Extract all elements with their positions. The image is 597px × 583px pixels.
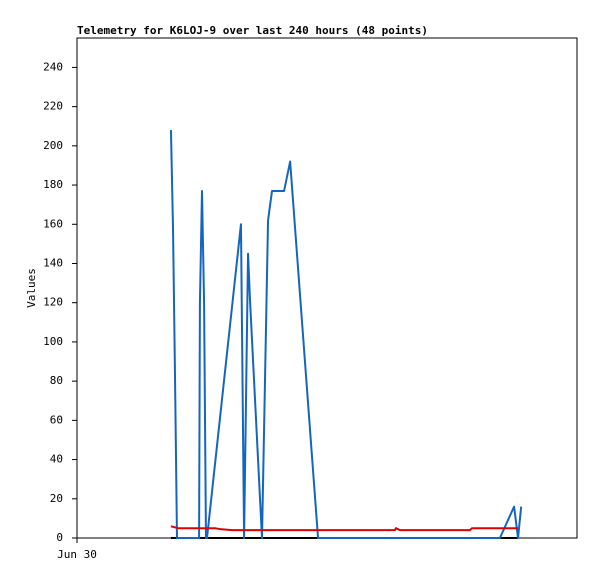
y-tick-label: 0: [56, 531, 63, 544]
y-tick-label: 120: [43, 296, 63, 309]
y-tick-label: 240: [43, 60, 63, 73]
y-tick-label: 60: [50, 413, 63, 426]
y-tick-label: 220: [43, 100, 63, 113]
series-line: [169, 130, 523, 539]
x-tick-label: Jun 30: [57, 548, 97, 561]
y-tick-label: 200: [43, 139, 63, 152]
y-tick-label: 40: [50, 453, 63, 466]
series-line: [170, 525, 519, 532]
plot-frame: [76, 37, 578, 539]
y-tick-label: 180: [43, 178, 63, 191]
y-tick-label: 140: [43, 256, 63, 269]
y-tick-label: 100: [43, 335, 63, 348]
y-tick-label: 80: [50, 374, 63, 387]
y-tick-label: 160: [43, 217, 63, 230]
y-axis-label: Values: [25, 268, 38, 308]
y-tick-label: 20: [50, 492, 63, 505]
chart-title: Telemetry for K6LOJ-9 over last 240 hour…: [77, 24, 428, 37]
